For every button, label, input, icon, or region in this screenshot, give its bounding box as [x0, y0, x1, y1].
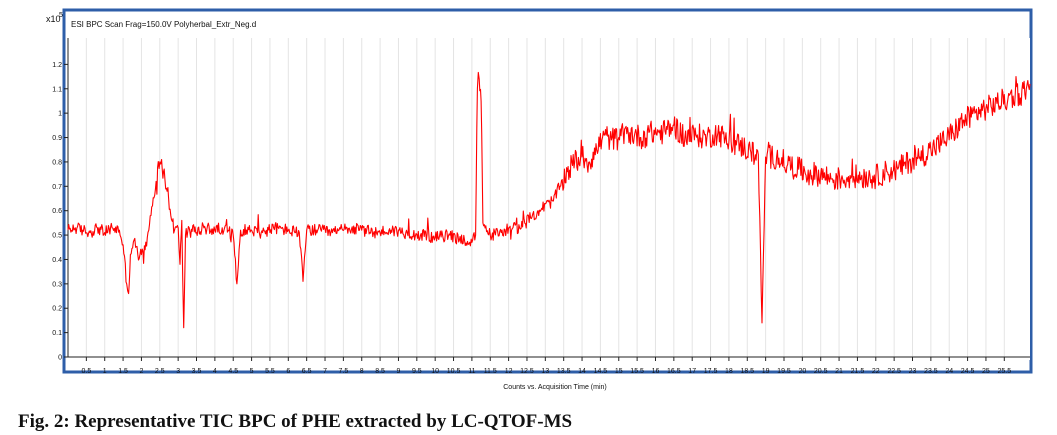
x-tick-label: 1.5: [118, 368, 128, 375]
x-tick-label: 6.5: [302, 368, 312, 375]
x-tick-label: 14.5: [594, 368, 608, 375]
x-tick-label: 6: [286, 368, 290, 375]
x-tick-label: 10.5: [447, 368, 461, 375]
x-tick-label: 22.5: [887, 368, 901, 375]
x-tick-label: 0.5: [81, 368, 91, 375]
series-header: ESI BPC Scan Frag=150.0V Polyherbal_Extr…: [71, 20, 256, 29]
x-tick-label: 18.5: [740, 368, 754, 375]
x-tick-label: 9: [397, 368, 401, 375]
x-tick-label: 15: [615, 368, 623, 375]
x-ticks: 0.5 1 1.5 2 2.5 3 3.5 4 4.5 5 5.5 6 6.5 7 7.5 8 8.5 9 9.5 1…: [81, 357, 1011, 375]
x-tick-label: 25: [982, 368, 990, 375]
x-axis-label: Counts vs. Acquisition Time (min): [503, 384, 606, 391]
x-tick-label: 21.5: [851, 368, 865, 375]
y-tick-label: 0.5: [52, 233, 62, 240]
chart-frame: 0 0.1 0.2 0.3 0.4 0.5 0.6 0.7 0.8 0.9 1 1.1 1.2 0.5 1…: [46, 8, 1033, 391]
x-tick-label: 21: [835, 368, 843, 375]
x-tick-label: 17: [688, 368, 696, 375]
x-tick-label: 23.5: [924, 368, 938, 375]
y-tick-label: 1: [58, 111, 62, 118]
x-tick-label: 8.5: [375, 368, 385, 375]
y-tick-label: 0: [58, 355, 62, 362]
y-tick-label: 0.2: [52, 306, 62, 313]
x-tick-label: 11: [468, 368, 475, 375]
figure-caption: Fig. 2: Representative TIC BPC of PHE ex…: [18, 411, 573, 432]
x-tick-label: 19.5: [777, 368, 791, 375]
grid: [85, 38, 1005, 357]
x-tick-label: 20.5: [814, 368, 828, 375]
x-tick-label: 2: [139, 368, 143, 375]
y-ticks: 0 0.1 0.2 0.3 0.4 0.5 0.6 0.7 0.8 0.9 1 1.1 1.2: [52, 62, 68, 362]
series-line: [67, 71, 1031, 329]
y-tick-label: 0.3: [52, 281, 62, 288]
y-tick-label: 1.2: [52, 62, 62, 69]
x-tick-label: 5.5: [265, 368, 275, 375]
x-tick-label: 7.5: [339, 368, 349, 375]
x-tick-label: 9.5: [412, 368, 422, 375]
x-tick-label: 18: [725, 368, 733, 375]
y-tick-label: 0.4: [52, 257, 62, 264]
x-tick-label: 2.5: [155, 368, 165, 375]
x-tick-label: 25.5: [997, 368, 1011, 375]
y-tick-label: 0.7: [52, 184, 62, 191]
series-layer: [67, 71, 1031, 329]
y-exponent: 5: [59, 12, 63, 19]
x-tick-label: 22: [872, 368, 880, 375]
y-tick-label: 1.1: [52, 86, 62, 93]
x-tick-label: 15.5: [630, 368, 644, 375]
x-tick-label: 4: [213, 368, 217, 375]
x-tick-label: 11.5: [484, 368, 497, 375]
y-tick-label: 0.9: [52, 135, 62, 142]
y-tick-label: 0.1: [52, 330, 62, 337]
x-tick-label: 4.5: [228, 368, 238, 375]
x-tick-label: 8: [360, 368, 364, 375]
y-multiplier: x10: [46, 14, 61, 24]
x-tick-label: 19: [762, 368, 770, 375]
x-tick-label: 13.5: [557, 368, 571, 375]
x-tick-label: 3.5: [192, 368, 202, 375]
x-tick-label: 1: [103, 368, 107, 375]
x-tick-label: 12.5: [520, 368, 534, 375]
x-tick-label: 17.5: [704, 368, 718, 375]
x-tick-label: 23: [909, 368, 917, 375]
x-tick-label: 24.5: [961, 368, 975, 375]
x-tick-label: 13: [541, 368, 549, 375]
x-tick-label: 5: [250, 368, 254, 375]
x-tick-label: 20: [798, 368, 806, 375]
x-tick-label: 12: [505, 368, 513, 375]
y-tick-label: 0.8: [52, 159, 62, 166]
x-tick-label: 24: [945, 368, 953, 375]
plot-area: [68, 38, 1030, 360]
x-tick-label: 16: [652, 368, 660, 375]
x-tick-label: 14: [578, 368, 586, 375]
x-tick-label: 16.5: [667, 368, 681, 375]
x-tick-label: 7: [323, 368, 327, 375]
y-tick-label: 0.6: [52, 208, 62, 215]
x-tick-label: 3: [176, 368, 180, 375]
x-tick-label: 10: [431, 368, 439, 375]
